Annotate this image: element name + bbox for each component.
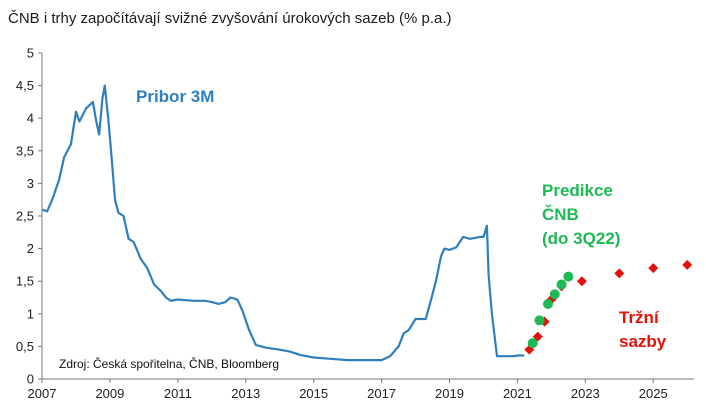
- annotation-pribor: Pribor 3M: [136, 87, 214, 106]
- point-trzni-sazby: [614, 268, 625, 279]
- y-tick-label: 4: [27, 111, 34, 126]
- y-tick-label: 5: [27, 46, 34, 61]
- x-ticks: 2007 2009 2011 2013 2015 2017 2019 2021 2023 2025: [28, 379, 668, 401]
- annotation-predikce-2: ČNB: [542, 205, 579, 224]
- y-tick-label: 4,5: [16, 78, 34, 93]
- y-tick-label: 2,5: [16, 209, 34, 224]
- x-tick-label: 2019: [435, 386, 464, 401]
- y-tick-label: 0,5: [16, 339, 34, 354]
- y-tick-label: 2: [27, 241, 34, 256]
- point-predikce-cnb: [542, 299, 553, 310]
- point-trzni-sazby: [682, 259, 693, 270]
- y-tick-label: 3: [27, 176, 34, 191]
- x-tick-label: 2023: [571, 386, 600, 401]
- annotation-predikce-3: (do 3Q22): [542, 229, 620, 248]
- point-trzni-sazby: [648, 263, 659, 274]
- x-tick-label: 2015: [299, 386, 328, 401]
- annotation-predikce-1: Predikce: [542, 181, 613, 200]
- axes: 00,511,522,533,544,55 2007 2009 2011 2013 20…: [16, 46, 694, 401]
- x-tick-label: 2011: [164, 386, 192, 401]
- chart-title: ČNB i trhy započítávají svižné zvyšování…: [8, 10, 452, 27]
- point-predikce-cnb: [549, 289, 560, 300]
- y-ticks: 0 0,5 1 1,5 2 2,5 3 3,5 4 4,5 5: [16, 46, 42, 387]
- y-tick-label: 1,5: [16, 274, 34, 289]
- y-tick-label: 0: [27, 372, 34, 387]
- plot-area: [41, 84, 693, 362]
- x-tick-label: 2017: [367, 386, 396, 401]
- y-tick-label: 1: [27, 306, 34, 321]
- series-line-pribor-3m: [41, 84, 525, 362]
- x-tick-label: 2007: [28, 386, 57, 401]
- annotation-trzni-2: sazby: [619, 332, 667, 351]
- point-predikce-cnb: [556, 279, 567, 290]
- point-predikce-cnb: [527, 338, 538, 349]
- x-tick-label: 2025: [639, 386, 668, 401]
- y-tick-label: 3,5: [16, 143, 34, 158]
- point-predikce-cnb: [534, 315, 545, 326]
- x-tick-label: 2009: [95, 386, 124, 401]
- x-tick-label: 2021: [503, 386, 532, 401]
- annotations: Pribor 3M Predikce ČNB (do 3Q22) Tržní s…: [59, 87, 667, 371]
- source-note: Zdroj: Česká spořitelna, ČNB, Bloomberg: [59, 356, 279, 371]
- x-tick-label: 2013: [231, 386, 260, 401]
- annotation-trzni-1: Tržní: [619, 308, 660, 327]
- point-trzni-sazby: [576, 276, 587, 287]
- point-predikce-cnb: [563, 271, 574, 282]
